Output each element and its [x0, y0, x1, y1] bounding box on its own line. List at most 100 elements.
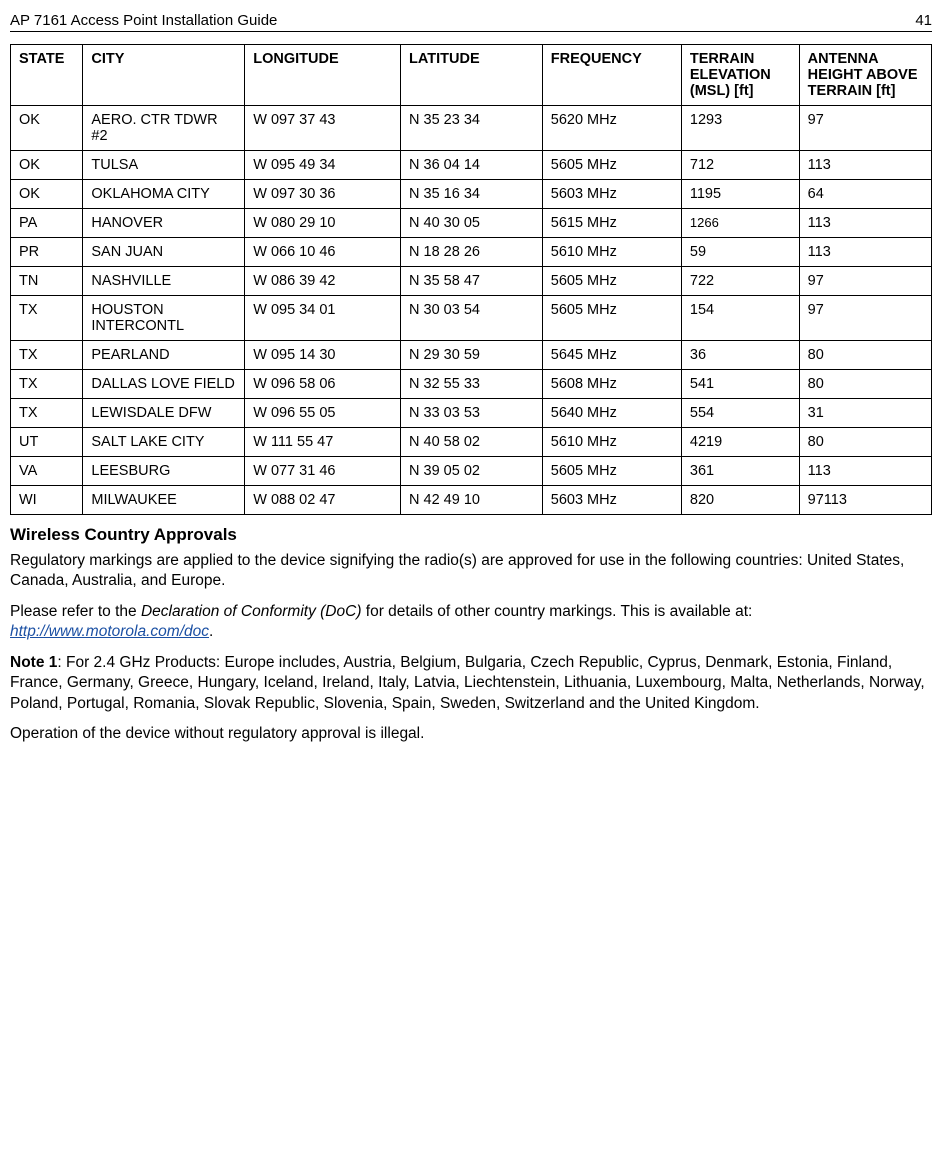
tdwr-table: STATE CITY LONGITUDE LATITUDE FREQUENCY …: [10, 44, 932, 515]
table-cell: OK: [11, 106, 83, 151]
table-row: TXDALLAS LOVE FIELDW 096 58 06N 32 55 33…: [11, 370, 932, 399]
paragraph-note1: Note 1: For 2.4 GHz Products: Europe inc…: [10, 653, 932, 714]
table-cell: 113: [799, 457, 931, 486]
doc-title-italic: Declaration of Conformity (DoC): [141, 603, 362, 620]
table-cell: N 30 03 54: [401, 296, 543, 341]
table-cell: N 40 30 05: [401, 209, 543, 238]
table-cell: 5610 MHz: [542, 238, 681, 267]
doc-title: AP 7161 Access Point Installation Guide: [10, 12, 277, 29]
table-cell: TX: [11, 341, 83, 370]
table-cell: 1293: [681, 106, 799, 151]
table-cell: SALT LAKE CITY: [83, 428, 245, 457]
table-row: PRSAN JUANW 066 10 46N 18 28 265610 MHz5…: [11, 238, 932, 267]
table-cell: UT: [11, 428, 83, 457]
table-cell: LEESBURG: [83, 457, 245, 486]
table-cell: W 096 55 05: [245, 399, 401, 428]
table-row: PAHANOVERW 080 29 10N 40 30 055615 MHz12…: [11, 209, 932, 238]
table-cell: 5605 MHz: [542, 267, 681, 296]
col-antenna: ANTENNA HEIGHT ABOVE TERRAIN [ft]: [799, 45, 931, 106]
table-row: TXLEWISDALE DFWW 096 55 05N 33 03 535640…: [11, 399, 932, 428]
table-cell: 80: [799, 428, 931, 457]
table-cell: W 111 55 47: [245, 428, 401, 457]
table-row: TXHOUSTON INTERCONTLW 095 34 01N 30 03 5…: [11, 296, 932, 341]
table-cell: 31: [799, 399, 931, 428]
table-cell: 97: [799, 106, 931, 151]
col-elevation: TERRAIN ELEVATION (MSL) [ft]: [681, 45, 799, 106]
table-cell: W 066 10 46: [245, 238, 401, 267]
table-cell: 5640 MHz: [542, 399, 681, 428]
note1-body: : For 2.4 GHz Products: Europe includes,…: [10, 654, 925, 712]
col-longitude: LONGITUDE: [245, 45, 401, 106]
table-cell: W 077 31 46: [245, 457, 401, 486]
table-row: TXPEARLANDW 095 14 30N 29 30 595645 MHz3…: [11, 341, 932, 370]
table-cell: OK: [11, 180, 83, 209]
col-frequency: FREQUENCY: [542, 45, 681, 106]
table-cell: 64: [799, 180, 931, 209]
table-cell: WI: [11, 486, 83, 515]
table-cell: 59: [681, 238, 799, 267]
table-cell: 97: [799, 267, 931, 296]
p2-end: .: [209, 623, 213, 640]
table-cell: HOUSTON INTERCONTL: [83, 296, 245, 341]
table-cell: W 095 49 34: [245, 151, 401, 180]
table-cell: W 097 30 36: [245, 180, 401, 209]
table-cell: 820: [681, 486, 799, 515]
table-cell: 722: [681, 267, 799, 296]
col-latitude: LATITUDE: [401, 45, 543, 106]
table-cell: W 096 58 06: [245, 370, 401, 399]
table-cell: 80: [799, 370, 931, 399]
table-row: WIMILWAUKEEW 088 02 47N 42 49 105603 MHz…: [11, 486, 932, 515]
wireless-approvals-heading: Wireless Country Approvals: [10, 525, 932, 545]
page-number: 41: [915, 12, 932, 29]
table-row: OKTULSAW 095 49 34N 36 04 145605 MHz7121…: [11, 151, 932, 180]
table-cell: W 086 39 42: [245, 267, 401, 296]
table-cell: 1195: [681, 180, 799, 209]
table-row: OKAERO. CTR TDWR #2W 097 37 43N 35 23 34…: [11, 106, 932, 151]
table-cell: 154: [681, 296, 799, 341]
table-cell: 97113: [799, 486, 931, 515]
table-cell: N 39 05 02: [401, 457, 543, 486]
table-cell: 36: [681, 341, 799, 370]
table-cell: 1266: [681, 209, 799, 238]
table-cell: TX: [11, 370, 83, 399]
paragraph-doc: Please refer to the Declaration of Confo…: [10, 602, 932, 643]
table-cell: SAN JUAN: [83, 238, 245, 267]
table-row: UTSALT LAKE CITYW 111 55 47N 40 58 02561…: [11, 428, 932, 457]
table-cell: TX: [11, 399, 83, 428]
table-cell: N 33 03 53: [401, 399, 543, 428]
table-cell: 361: [681, 457, 799, 486]
table-cell: NASHVILLE: [83, 267, 245, 296]
table-cell: 4219: [681, 428, 799, 457]
doc-link[interactable]: http://www.motorola.com/doc: [10, 623, 209, 640]
table-cell: 113: [799, 238, 931, 267]
table-cell: TULSA: [83, 151, 245, 180]
table-cell: 5610 MHz: [542, 428, 681, 457]
table-cell: 80: [799, 341, 931, 370]
table-cell: TN: [11, 267, 83, 296]
table-cell: 712: [681, 151, 799, 180]
table-header-row: STATE CITY LONGITUDE LATITUDE FREQUENCY …: [11, 45, 932, 106]
table-cell: MILWAUKEE: [83, 486, 245, 515]
p2-at: at:: [735, 603, 752, 620]
table-cell: 5615 MHz: [542, 209, 681, 238]
table-row: OKOKLAHOMA CITYW 097 30 36N 35 16 345603…: [11, 180, 932, 209]
table-cell: 541: [681, 370, 799, 399]
paragraph-regulatory: Regulatory markings are applied to the d…: [10, 551, 932, 592]
table-cell: 113: [799, 209, 931, 238]
table-cell: 554: [681, 399, 799, 428]
table-cell: N 40 58 02: [401, 428, 543, 457]
table-cell: N 35 58 47: [401, 267, 543, 296]
table-cell: 5608 MHz: [542, 370, 681, 399]
table-cell: W 097 37 43: [245, 106, 401, 151]
table-cell: 5605 MHz: [542, 296, 681, 341]
table-cell: AERO. CTR TDWR #2: [83, 106, 245, 151]
table-cell: N 32 55 33: [401, 370, 543, 399]
p2-mid: for details of other country markings. T…: [361, 603, 735, 620]
table-cell: 97: [799, 296, 931, 341]
table-cell: DALLAS LOVE FIELD: [83, 370, 245, 399]
table-cell: 5620 MHz: [542, 106, 681, 151]
table-cell: N 35 23 34: [401, 106, 543, 151]
table-cell: PEARLAND: [83, 341, 245, 370]
table-cell: N 29 30 59: [401, 341, 543, 370]
table-cell: N 35 16 34: [401, 180, 543, 209]
